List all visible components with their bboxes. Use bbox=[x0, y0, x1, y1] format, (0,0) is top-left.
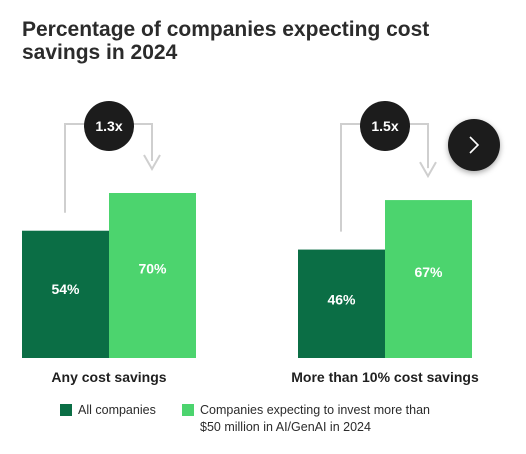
legend-swatch-light bbox=[182, 404, 194, 416]
bar-invest-companies-1 bbox=[385, 200, 472, 358]
chevron-right-icon bbox=[469, 136, 480, 154]
multiplier-badge-1 bbox=[360, 101, 410, 151]
multiplier-badge-0 bbox=[84, 101, 134, 151]
bar-all-companies-0 bbox=[22, 230, 109, 358]
category-label-0: Any cost savings bbox=[51, 369, 166, 385]
legend-item-invest-companies: Companies expecting to invest more than … bbox=[182, 402, 430, 436]
legend-label-line2: $50 million in AI/GenAI in 2024 bbox=[200, 420, 371, 434]
chart-title: Percentage of companies expecting cost s… bbox=[22, 18, 430, 64]
bar-invest-companies-0 bbox=[109, 193, 196, 358]
multiplier-label-1: 1.5x bbox=[371, 118, 398, 134]
legend-label-all-companies: All companies bbox=[78, 403, 156, 417]
next-button[interactable] bbox=[448, 119, 500, 171]
multiplier-label-0: 1.3x bbox=[95, 118, 122, 134]
legend-label-invest-companies: Companies expecting to invest more than … bbox=[200, 402, 430, 436]
bar-all-companies-1 bbox=[298, 249, 385, 358]
data-label-invest-companies-1: 67% bbox=[414, 264, 443, 280]
category-label-1: More than 10% cost savings bbox=[291, 369, 479, 385]
comparison-arrowhead-1 bbox=[419, 161, 437, 179]
legend-swatch-dark bbox=[60, 404, 72, 416]
legend-item-all-companies: All companies bbox=[60, 402, 156, 419]
data-label-all-companies-1: 46% bbox=[327, 291, 356, 307]
comparison-arrowhead-0 bbox=[143, 154, 161, 172]
data-label-all-companies-0: 54% bbox=[51, 281, 80, 297]
legend-label-line1: Companies expecting to invest more than bbox=[200, 403, 430, 417]
data-label-invest-companies-0: 70% bbox=[138, 260, 167, 276]
